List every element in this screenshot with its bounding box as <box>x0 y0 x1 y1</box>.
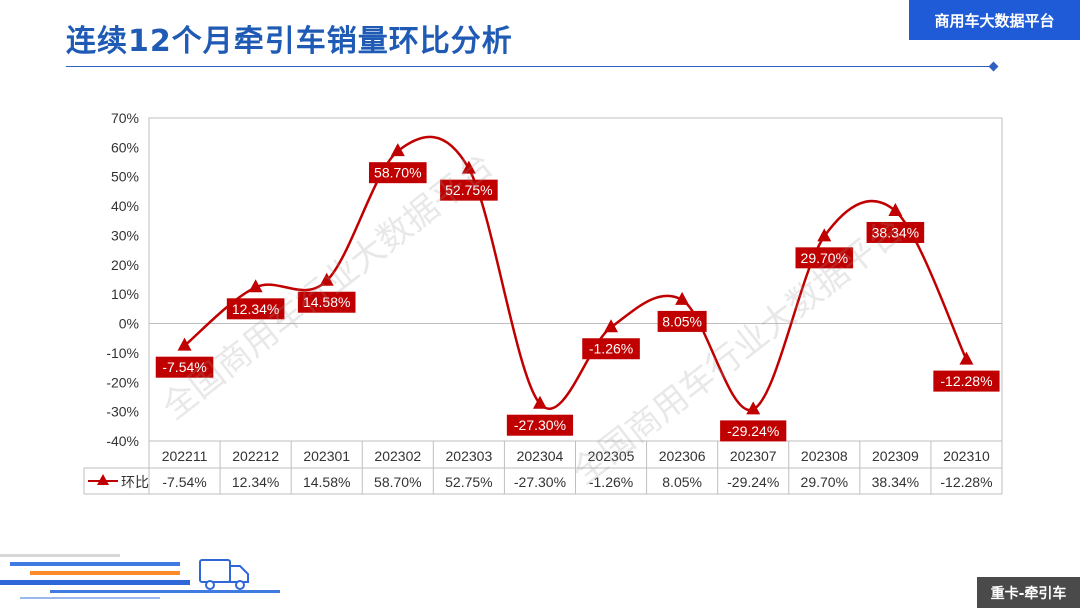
table-cell-value: -7.54% <box>162 474 206 490</box>
y-tick-label: 70% <box>111 110 139 126</box>
table-cell-value: 12.34% <box>232 474 279 490</box>
brand-badge: 商用车大数据平台 <box>909 0 1080 40</box>
data-label-box <box>226 298 285 320</box>
y-tick-label: 40% <box>111 198 139 214</box>
data-label-box <box>657 310 707 332</box>
data-label-box <box>582 338 640 360</box>
x-category-label: 202309 <box>872 448 919 464</box>
footer-tag: 重卡-牵引车 <box>977 577 1080 608</box>
data-point-marker <box>959 351 974 365</box>
data-label: 52.75% <box>445 182 492 198</box>
x-category-label: 202211 <box>162 448 208 464</box>
title-divider <box>66 66 994 67</box>
data-point-marker <box>532 395 547 409</box>
data-point-marker <box>604 319 619 333</box>
data-label: -7.54% <box>162 359 206 375</box>
table-cell-value: 58.70% <box>374 474 421 490</box>
data-label: -12.28% <box>940 373 992 389</box>
data-label: 12.34% <box>232 301 279 317</box>
data-point-marker <box>746 401 761 415</box>
data-label: -27.30% <box>514 417 566 433</box>
data-label-box <box>866 221 925 243</box>
y-tick-label: 10% <box>111 286 139 302</box>
data-label: -29.24% <box>727 423 779 439</box>
table-cell-value: 14.58% <box>303 474 350 490</box>
data-label: 14.58% <box>303 294 350 310</box>
x-category-label: 202308 <box>801 448 848 464</box>
data-point-marker <box>817 228 832 242</box>
data-point-marker <box>461 160 476 174</box>
data-label-box <box>506 414 574 436</box>
data-point-marker <box>888 202 903 216</box>
data-point-marker <box>177 337 192 351</box>
series-line <box>183 135 968 412</box>
data-label: -1.26% <box>589 341 633 357</box>
data-label-box <box>933 370 1000 392</box>
table-cell-value: -12.28% <box>940 474 992 490</box>
y-tick-label: 50% <box>111 169 139 185</box>
table-cell-value: 52.75% <box>445 474 492 490</box>
x-category-label: 202212 <box>232 448 279 464</box>
data-label: 29.70% <box>801 250 848 266</box>
table-cell-value: -1.26% <box>589 474 633 490</box>
x-category-label: 202305 <box>588 448 635 464</box>
table-cell-value: 38.34% <box>872 474 919 490</box>
x-category-label: 202304 <box>517 448 564 464</box>
legend-label: 环比 <box>121 475 149 491</box>
data-label: 8.05% <box>662 313 702 329</box>
legend-marker <box>97 474 109 485</box>
data-label-box <box>720 420 787 442</box>
data-label-box <box>795 247 854 269</box>
x-category-label: 202301 <box>303 448 350 464</box>
table-cell-value: -27.30% <box>514 474 566 490</box>
data-label-box <box>368 162 427 184</box>
x-category-label: 202302 <box>374 448 421 464</box>
x-category-label: 202306 <box>659 448 706 464</box>
data-label-box <box>155 356 214 378</box>
data-point-marker <box>675 291 690 305</box>
table-cell-value: 8.05% <box>662 474 702 490</box>
data-label-box <box>297 291 356 313</box>
y-tick-label: -30% <box>106 404 139 420</box>
data-point-marker <box>248 279 263 293</box>
page-title: 连续12个月牵引车销量环比分析 <box>66 24 513 59</box>
data-point-marker <box>319 272 334 286</box>
x-category-label: 202307 <box>730 448 777 464</box>
y-tick-label: -20% <box>106 374 139 390</box>
x-category-label: 202303 <box>446 448 493 464</box>
y-tick-label: 60% <box>111 139 139 155</box>
data-label-box <box>440 179 498 201</box>
data-label: 58.70% <box>374 165 421 181</box>
table-cell-value: -29.24% <box>727 474 779 490</box>
y-tick-label: -10% <box>106 345 139 361</box>
x-category-label: 202310 <box>943 448 990 464</box>
data-point-marker <box>390 143 405 157</box>
truck-decoration <box>0 554 280 599</box>
y-tick-label: -40% <box>106 433 139 449</box>
y-tick-label: 20% <box>111 257 139 273</box>
data-label: 38.34% <box>872 224 919 240</box>
plot-area <box>148 117 1003 442</box>
table-cell-value: 29.70% <box>801 474 848 490</box>
y-tick-label: 30% <box>111 227 139 243</box>
y-tick-label: 0% <box>119 316 139 332</box>
